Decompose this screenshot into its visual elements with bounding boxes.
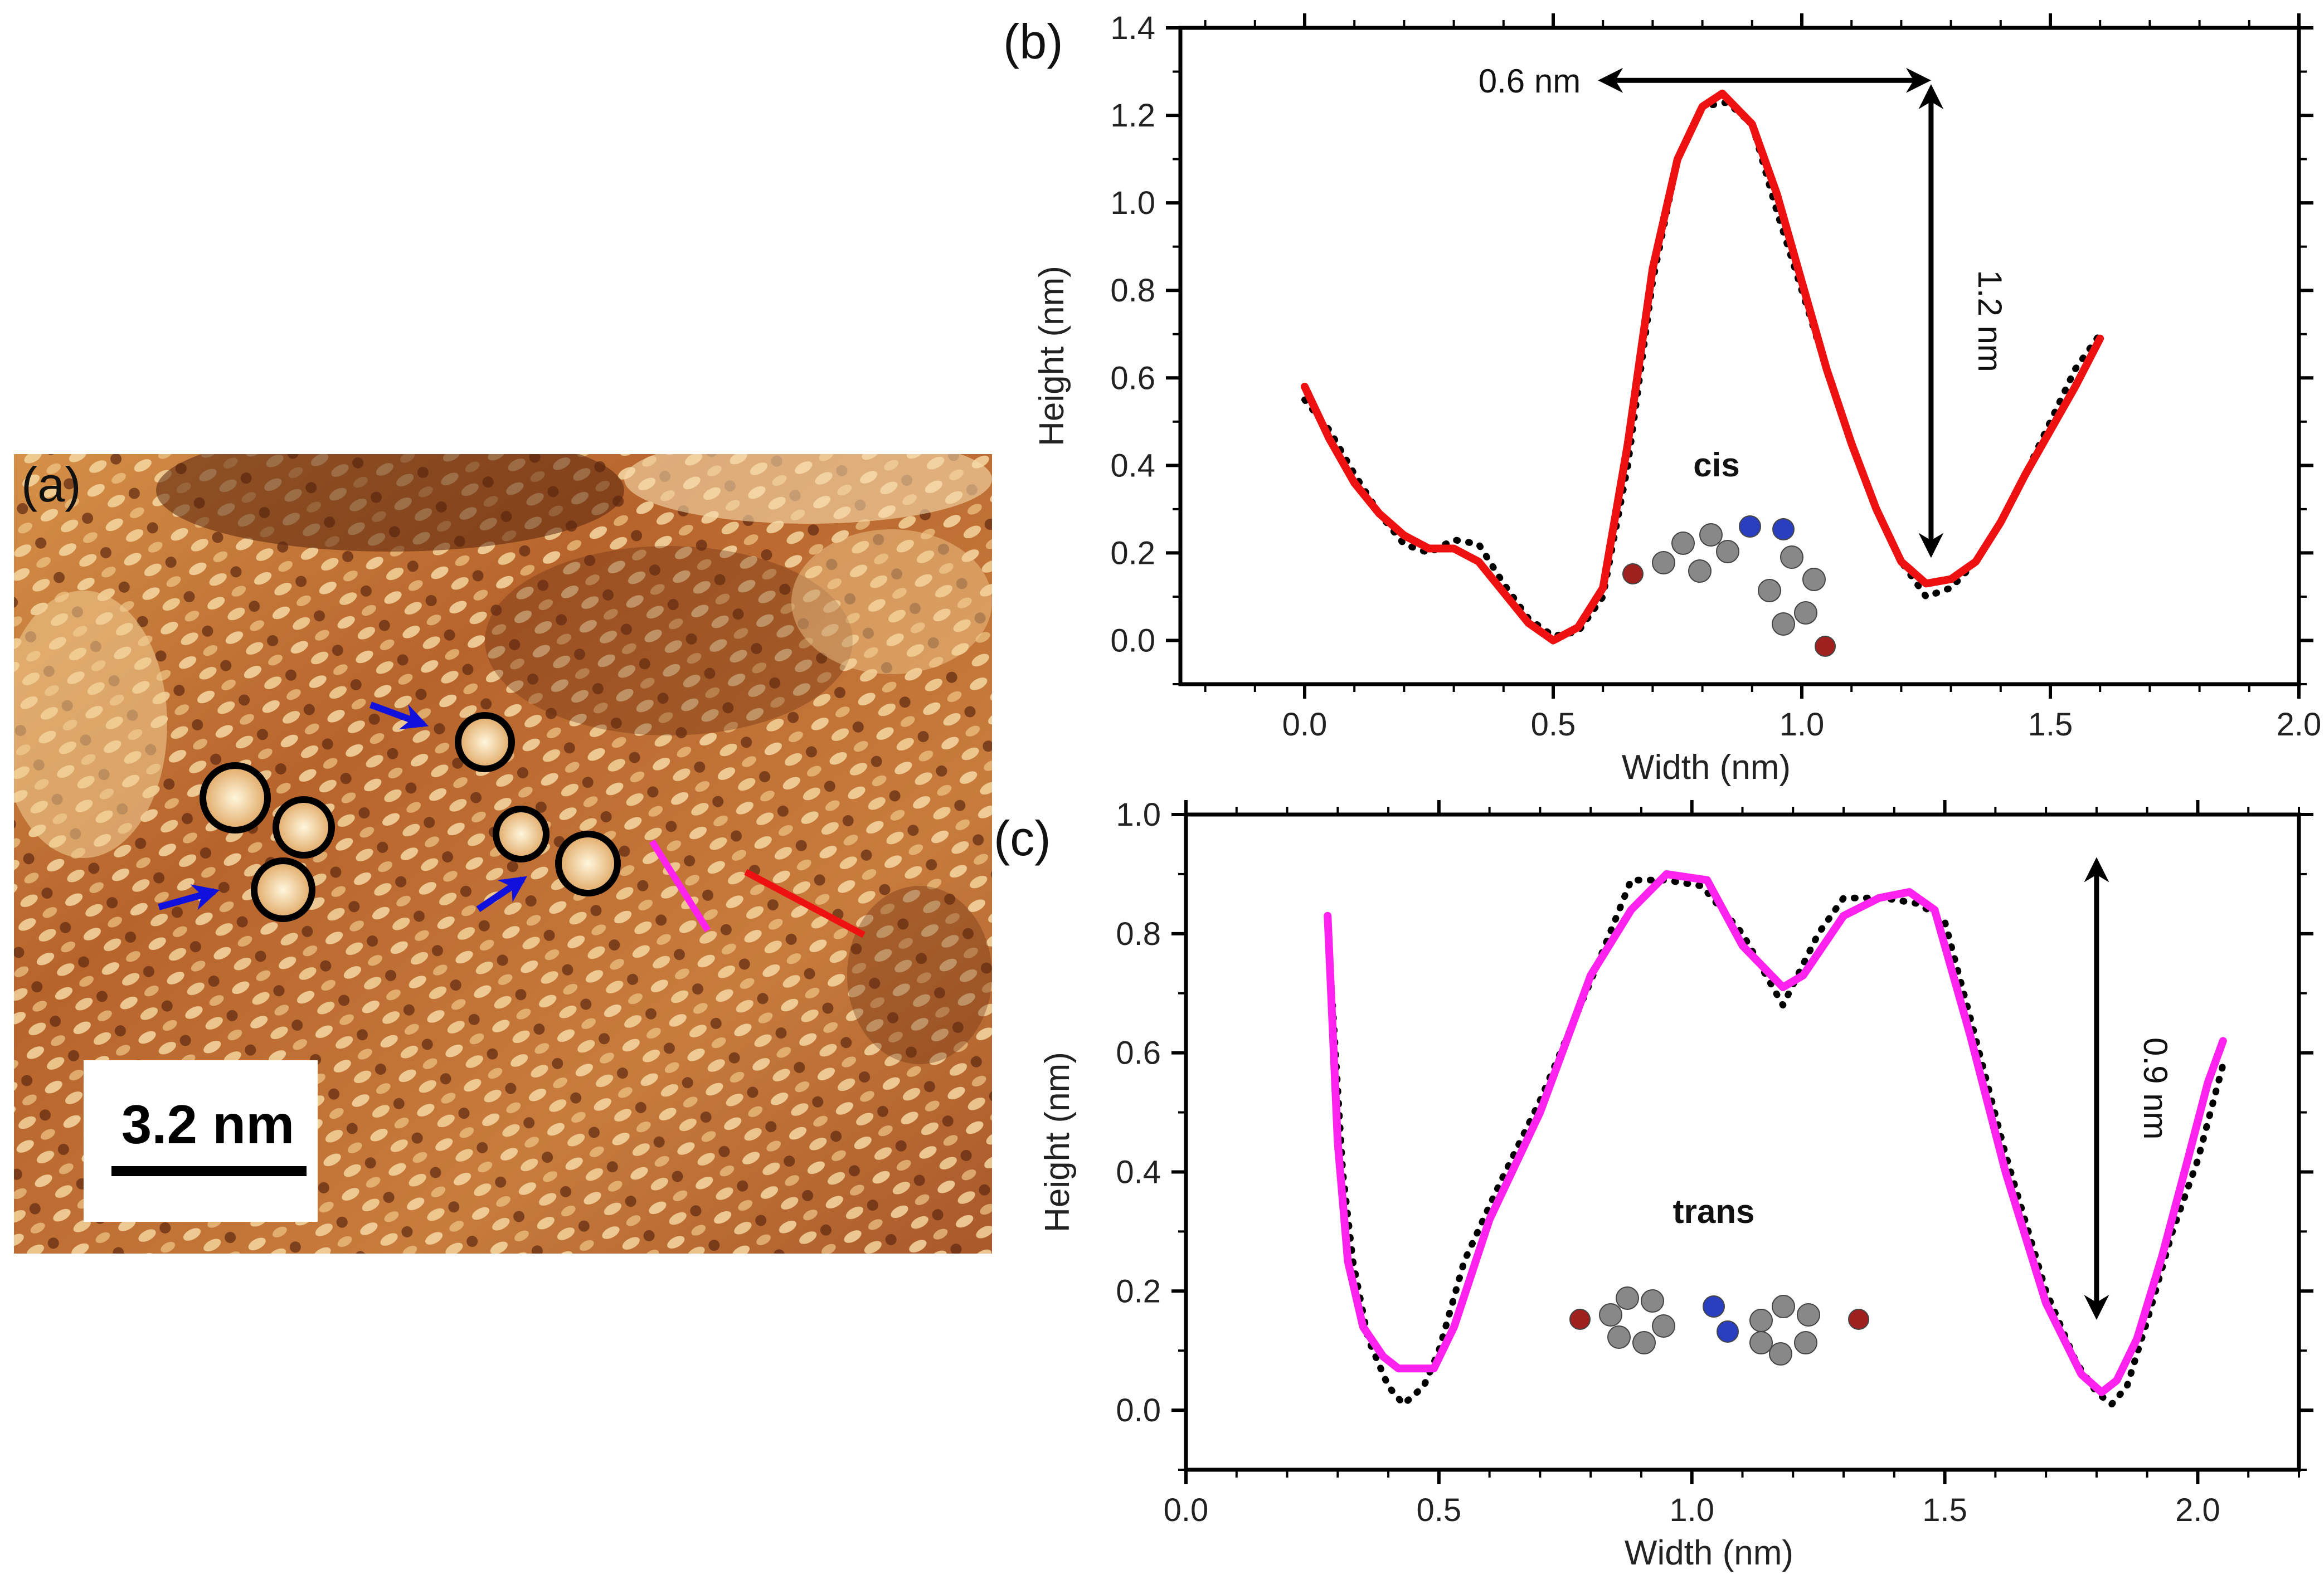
atom — [1802, 568, 1826, 591]
y-tick-label: 0.6 — [1116, 1035, 1161, 1071]
atom — [1569, 1309, 1591, 1330]
atom — [1699, 523, 1723, 547]
atom — [1772, 612, 1795, 636]
blue-arrows — [158, 701, 527, 912]
molecule-circle — [493, 806, 550, 862]
molecule-label: cis — [1693, 446, 1739, 484]
series-line-measured — [1329, 876, 2226, 1408]
atom — [1749, 1331, 1773, 1354]
trans-profile-line — [649, 839, 711, 933]
trans-profile-chart: (c) 0.0 0.5 1.0 1.5 2.0 0.0 0.2 0.4 0.6 0.8 1.0 Wid… — [994, 797, 2313, 1572]
molecule-circle — [200, 762, 271, 833]
plot-area-b: 0.0 0.5 1.0 1.5 2.0 0.0 0.2 0.4 0.6 0.8 1.0 1.2 1.4 W… — [1033, 10, 2321, 787]
y-tick-label: 0.2 — [1116, 1273, 1161, 1309]
pointer-arrow — [369, 701, 429, 730]
atom — [1641, 1289, 1664, 1313]
y-tick-label: 1.2 — [1110, 98, 1155, 134]
series-line-fit — [1301, 89, 2104, 645]
stm-image-panel: (a) 3.2 nm — [14, 454, 992, 1254]
height-annotation: 1.2 nm — [1971, 270, 2009, 372]
atom — [1616, 1286, 1639, 1310]
x-tick-label: 2.0 — [2175, 1492, 2220, 1528]
y-tick-label: 0.4 — [1116, 1154, 1161, 1190]
pointer-arrow — [158, 884, 220, 910]
atom — [1652, 1314, 1675, 1338]
x-axis-title: Width (nm) — [1622, 748, 1791, 787]
panel-a-label: (a) — [21, 457, 81, 512]
trans-molecule-illustration — [1569, 1286, 1869, 1366]
atom — [1749, 1309, 1773, 1332]
y-tick-label: 0.8 — [1116, 916, 1161, 952]
atom — [1794, 1331, 1817, 1354]
y-tick-label: 0.0 — [1116, 1392, 1161, 1429]
atom — [1632, 1331, 1656, 1354]
x-tick-label: 1.5 — [1922, 1492, 1967, 1528]
cis-profile-chart: (b) 0.0 0.5 1.0 1.5 2.0 0.0 0.2 0.4 0.6 0.8 1.0 1.2… — [1003, 10, 2321, 787]
plot-frame — [1178, 26, 2301, 686]
atom — [1652, 551, 1675, 574]
atom — [1769, 1342, 1792, 1366]
atom — [1797, 1303, 1820, 1327]
x-tick-label: 0.5 — [1531, 706, 1576, 743]
scale-bar: 3.2 nm — [84, 1060, 318, 1222]
panel-b-label: (b) — [1003, 14, 1063, 69]
x-tick-label: 0.0 — [1282, 706, 1328, 743]
atom — [1772, 1295, 1795, 1318]
molecule-circles — [200, 712, 621, 922]
y-tick-label: 0.4 — [1110, 447, 1155, 484]
atom — [1772, 518, 1795, 540]
atom — [1671, 532, 1695, 555]
molecule-label: trans — [1673, 1193, 1755, 1230]
atom — [1780, 545, 1803, 569]
y-tick-label: 0.0 — [1110, 622, 1155, 659]
y-tick-label: 1.4 — [1110, 10, 1155, 46]
x-tick-label: 0.5 — [1417, 1492, 1462, 1528]
molecule-circle — [251, 857, 315, 922]
atom — [1599, 1303, 1622, 1327]
atom — [1794, 601, 1817, 625]
x-tick-label: 1.0 — [1669, 1492, 1714, 1528]
plot-area-c: 0.0 0.5 1.0 1.5 2.0 0.0 0.2 0.4 0.6 0.8 1.0 Width (… — [1038, 797, 2313, 1572]
atom — [1717, 1320, 1739, 1343]
molecule-circle — [455, 712, 515, 772]
y-tick-label: 0.8 — [1110, 272, 1155, 309]
atom — [1815, 636, 1836, 657]
series-line-fit — [1324, 870, 2227, 1396]
atom — [1739, 515, 1761, 538]
width-annotation: 0.6 nm — [1479, 62, 1581, 100]
x-axis-title: Width (nm) — [1625, 1534, 1793, 1572]
pointer-arrow — [476, 876, 527, 912]
panel-c-label: (c) — [994, 811, 1051, 866]
atom — [1703, 1295, 1725, 1318]
scale-bar-line — [111, 1166, 307, 1176]
cis-profile-line — [744, 869, 866, 938]
x-tick-label: 1.0 — [1780, 706, 1825, 743]
atom — [1758, 579, 1781, 602]
y-tick-label: 0.6 — [1110, 360, 1155, 396]
x-tick-label: 1.5 — [2028, 706, 2073, 743]
y-tick-label: 1.0 — [1110, 185, 1155, 221]
molecule-circle — [555, 831, 621, 896]
atom — [1622, 563, 1644, 584]
y-tick-label: 1.0 — [1116, 797, 1161, 833]
height-annotation: 0.9 nm — [2137, 1037, 2174, 1139]
cis-molecule-illustration — [1622, 515, 1836, 657]
x-tick-label: 0.0 — [1164, 1492, 1209, 1528]
y-axis-title: Height (nm) — [1033, 266, 1071, 446]
atom — [1716, 540, 1739, 563]
y-axis-title: Height (nm) — [1038, 1052, 1077, 1232]
y-tick-label: 0.2 — [1110, 535, 1155, 571]
atom — [1607, 1325, 1631, 1349]
x-tick-label: 2.0 — [2277, 706, 2322, 743]
scale-bar-label: 3.2 nm — [121, 1094, 294, 1155]
molecule-circle — [273, 796, 335, 859]
atom — [1848, 1309, 1869, 1330]
atom — [1688, 559, 1712, 583]
